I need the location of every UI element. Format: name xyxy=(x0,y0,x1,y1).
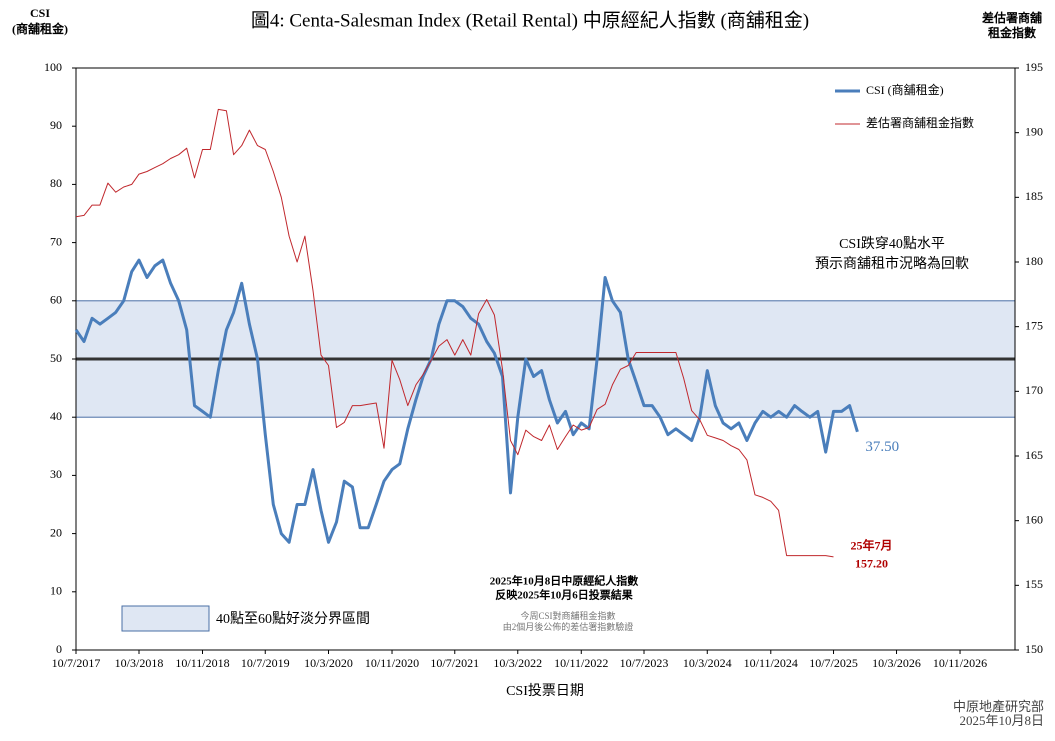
x-tick-label: 10/3/2018 xyxy=(115,656,164,670)
x-tick-label: 10/3/2022 xyxy=(493,656,542,670)
y-axis-label: (商舖租金) xyxy=(12,21,68,36)
x-tick-label: 10/7/2019 xyxy=(241,656,290,670)
x-tick-label: 10/3/2024 xyxy=(683,656,732,670)
y-tick-label: 0 xyxy=(56,642,62,656)
annotation: 反映2025年10月6日投票結果 xyxy=(495,588,633,602)
legend-label: CSI (商舖租金) xyxy=(866,82,944,97)
legend-label: 差估署商舖租金指數 xyxy=(866,115,974,130)
y2-tick-label: 170 xyxy=(1025,383,1043,397)
y-tick-label: 30 xyxy=(50,467,62,481)
annotation: 由2個月後公佈的差估署指數驗證 xyxy=(503,621,634,632)
y-tick-label: 100 xyxy=(44,60,62,74)
value-label: 25年7月 xyxy=(851,538,893,553)
x-tick-label: 10/3/2020 xyxy=(304,656,353,670)
x-tick-label: 10/11/2022 xyxy=(554,656,608,670)
y2-tick-label: 150 xyxy=(1025,642,1043,656)
y2-axis-label: 租金指數 xyxy=(988,25,1036,40)
y-tick-label: 80 xyxy=(50,176,62,190)
y2-tick-label: 165 xyxy=(1025,448,1043,462)
y-tick-label: 40 xyxy=(50,409,62,423)
x-tick-label: 10/7/2017 xyxy=(52,656,101,670)
y2-tick-label: 195 xyxy=(1025,60,1043,74)
series-line xyxy=(74,258,859,544)
y-tick-label: 20 xyxy=(50,525,62,539)
source: 2025年10月8日 xyxy=(959,713,1044,728)
y2-tick-label: 175 xyxy=(1025,318,1043,332)
x-tick-label: 10/7/2021 xyxy=(430,656,479,670)
y-axis-label: CSI xyxy=(30,6,50,20)
band-legend-label: 40點至60點好淡分界區間 xyxy=(216,611,370,627)
y-tick-label: 60 xyxy=(50,293,62,307)
annotation: 預示商舖租市況略為回軟 xyxy=(815,255,969,272)
source: 中原地產研究部 xyxy=(953,699,1044,714)
y2-tick-label: 185 xyxy=(1025,189,1043,203)
y2-axis-label: 差估署商舖 xyxy=(981,10,1042,25)
y2-tick-label: 180 xyxy=(1025,254,1043,268)
x-tick-label: 10/7/2025 xyxy=(809,656,858,670)
x-tick-label: 10/11/2020 xyxy=(365,656,419,670)
value-label: 157.20 xyxy=(855,557,888,571)
x-tick-label: 10/3/2026 xyxy=(872,656,921,670)
x-axis-label: CSI投票日期 xyxy=(506,683,584,699)
y2-tick-label: 155 xyxy=(1025,577,1043,591)
annotation: 今周CSI對商舖租金指數 xyxy=(520,610,615,621)
value-label: 37.50 xyxy=(865,439,899,455)
y2-tick-label: 160 xyxy=(1025,512,1043,526)
y-tick-label: 90 xyxy=(50,118,62,132)
x-tick-label: 10/11/2018 xyxy=(175,656,229,670)
x-tick-label: 10/11/2024 xyxy=(744,656,798,670)
y-tick-label: 10 xyxy=(50,584,62,598)
annotation: 2025年10月8日中原經紀人指數 xyxy=(490,574,639,588)
series-line xyxy=(75,108,834,558)
x-tick-label: 10/7/2023 xyxy=(620,656,669,670)
y-tick-label: 70 xyxy=(50,234,62,248)
annotation: CSI跌穿40點水平 xyxy=(839,236,945,252)
band-legend-swatch xyxy=(121,605,210,632)
x-tick-label: 10/11/2026 xyxy=(933,656,987,670)
chart-title: 圖4: Centa-Salesman Index (Retail Rental)… xyxy=(251,9,809,31)
y2-tick-label: 190 xyxy=(1025,124,1043,138)
y-tick-label: 50 xyxy=(50,351,62,365)
